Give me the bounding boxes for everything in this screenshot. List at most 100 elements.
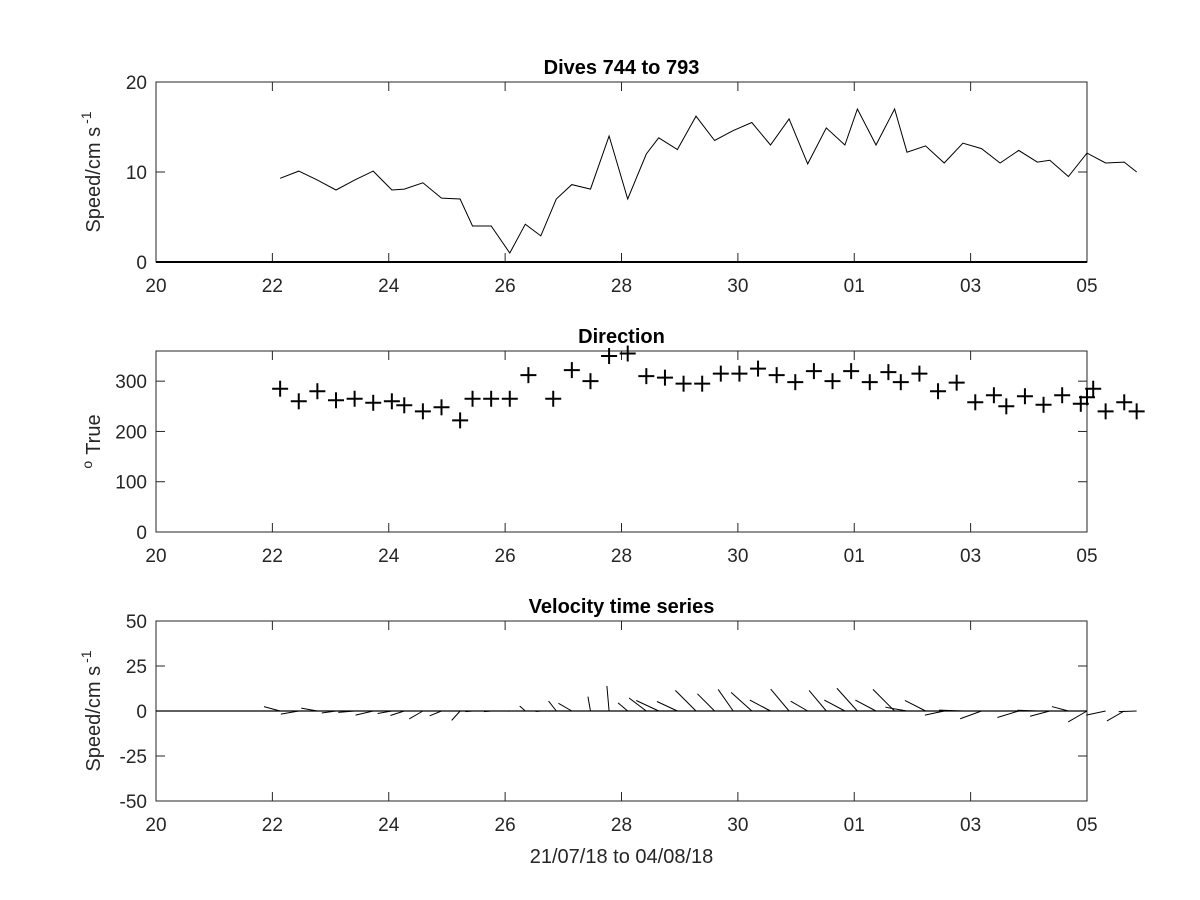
x-tick-label: 05 bbox=[1076, 276, 1097, 297]
velocity-stick bbox=[390, 710, 405, 716]
velocity-stick bbox=[656, 701, 678, 712]
direction-marker bbox=[396, 397, 413, 414]
direction-marker bbox=[787, 374, 804, 391]
direction-marker bbox=[433, 399, 450, 416]
x-axis-label: 21/07/18 to 04/08/18 bbox=[530, 846, 714, 868]
y-axis-label-text: Speed/cm s bbox=[83, 127, 105, 233]
direction-marker bbox=[967, 394, 984, 411]
velocity-stick bbox=[617, 702, 629, 712]
y-tick-label: 300 bbox=[115, 372, 147, 393]
velocity-stick bbox=[749, 699, 771, 712]
x-tick-label: 30 bbox=[727, 815, 748, 836]
x-tick-label: 01 bbox=[844, 815, 865, 836]
y-tick-label: -50 bbox=[120, 792, 147, 813]
velocity-stick bbox=[904, 700, 926, 712]
y-tick-label: 200 bbox=[115, 422, 147, 443]
direction-marker bbox=[452, 412, 469, 429]
direction-marker bbox=[290, 393, 307, 410]
direction-marker bbox=[545, 390, 562, 407]
velocity-stick bbox=[263, 706, 281, 712]
velocity-stick bbox=[997, 710, 1019, 719]
direction-marker bbox=[1097, 403, 1114, 420]
direction-marker bbox=[880, 364, 897, 381]
y-tick-label: -25 bbox=[120, 747, 147, 768]
y-tick-label: 10 bbox=[126, 163, 147, 184]
x-tick-label: 22 bbox=[262, 276, 283, 297]
direction-marker bbox=[1116, 394, 1133, 411]
x-tick-label: 03 bbox=[960, 276, 981, 297]
velocity-stick bbox=[465, 710, 473, 713]
x-tick-label: 22 bbox=[262, 546, 283, 567]
x-tick-label: 01 bbox=[844, 546, 865, 567]
direction-marker bbox=[464, 390, 481, 407]
velocity-stick bbox=[429, 710, 442, 717]
direction-marker bbox=[272, 380, 289, 397]
velocity-stick bbox=[824, 699, 846, 712]
y-axis-label-text: True bbox=[83, 414, 105, 454]
y-tick-label: 50 bbox=[126, 612, 147, 633]
direction-marker bbox=[675, 375, 692, 392]
velocity-stick bbox=[836, 687, 858, 712]
velocity-stick bbox=[675, 690, 697, 712]
x-tick-label: 28 bbox=[611, 546, 632, 567]
direction-marker bbox=[383, 393, 400, 410]
direction-marker bbox=[1079, 389, 1095, 406]
direction-marker bbox=[694, 375, 711, 392]
chart-title: Direction bbox=[578, 326, 665, 348]
speed-line bbox=[279, 107, 1138, 254]
x-tick-label: 26 bbox=[495, 276, 516, 297]
y-tick-label: 20 bbox=[126, 73, 147, 94]
direction-marker bbox=[582, 373, 599, 390]
x-tick-label: 20 bbox=[145, 815, 166, 836]
y-axis-label-superscript: -1 bbox=[78, 650, 94, 663]
y-axis-label: o True bbox=[79, 414, 105, 468]
chart-panel-1: Dives 744 to 793 20 22 24 26 28 30 01 03 05 0 10 20 S… bbox=[78, 57, 1138, 297]
direction-marker bbox=[768, 367, 785, 384]
direction-marker bbox=[712, 365, 729, 382]
x-tick-label: 26 bbox=[495, 815, 516, 836]
velocity-stick bbox=[1086, 710, 1106, 716]
direction-marker bbox=[892, 374, 909, 391]
x-tick-label: 24 bbox=[378, 546, 400, 567]
direction-marker bbox=[601, 348, 618, 365]
direction-marker bbox=[985, 387, 1002, 404]
direction-marker bbox=[520, 367, 537, 384]
velocity-stick bbox=[321, 710, 337, 714]
direction-marker bbox=[563, 362, 580, 379]
x-tick-label: 28 bbox=[611, 815, 632, 836]
direction-marker bbox=[750, 360, 767, 377]
direction-marker bbox=[327, 392, 344, 409]
velocity-stick bbox=[483, 710, 492, 713]
velocity-stick bbox=[1118, 710, 1137, 713]
velocity-stick bbox=[338, 710, 355, 713]
x-tick-label: 20 bbox=[145, 546, 166, 567]
direction-marker bbox=[843, 363, 860, 380]
direction-marker bbox=[824, 373, 841, 390]
x-tick-label: 24 bbox=[378, 815, 400, 836]
direction-marker bbox=[414, 403, 431, 420]
velocity-stick bbox=[697, 693, 715, 712]
direction-marker bbox=[501, 390, 518, 407]
velocity-stick bbox=[548, 700, 557, 712]
y-axis-label: Speed/cm s -1 bbox=[78, 650, 105, 771]
velocity-stick bbox=[960, 710, 982, 720]
chart-panel-2: Direction 20 22 24 26 28 30 01 03 05 0 100 200 300 o Tr… bbox=[79, 326, 1145, 567]
velocity-stick bbox=[770, 688, 790, 712]
velocity-stick bbox=[301, 707, 318, 712]
x-tick-label: 20 bbox=[145, 276, 166, 297]
velocity-stick bbox=[808, 690, 827, 712]
y-tick-label: 0 bbox=[136, 253, 147, 274]
velocity-stick bbox=[924, 710, 945, 716]
velocity-stick bbox=[1051, 706, 1069, 712]
x-tick-label: 24 bbox=[378, 276, 400, 297]
velocity-stick bbox=[717, 689, 734, 712]
velocity-stick bbox=[587, 696, 591, 712]
direction-marker bbox=[1035, 396, 1052, 413]
velocity-stick bbox=[519, 705, 526, 712]
y-tick-label: 0 bbox=[136, 702, 147, 723]
velocity-stick bbox=[451, 710, 461, 721]
velocity-stick bbox=[355, 710, 374, 716]
velocity-stick bbox=[939, 709, 963, 712]
y-tick-label: 0 bbox=[136, 523, 147, 544]
